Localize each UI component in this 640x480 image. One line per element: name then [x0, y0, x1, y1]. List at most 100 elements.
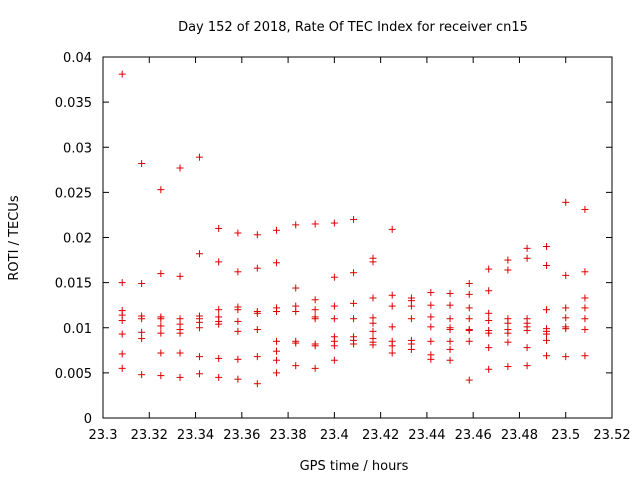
y-tick-label: 0.04: [63, 51, 92, 66]
data-point: [562, 353, 570, 361]
data-point: [369, 327, 377, 335]
data-point: [138, 159, 146, 167]
data-point: [330, 219, 338, 227]
data-point: [465, 326, 473, 334]
data-point: [311, 342, 319, 350]
data-point: [446, 345, 454, 353]
data-point: [273, 259, 281, 267]
x-tick-label: 23.42: [362, 428, 399, 443]
data-point: [273, 347, 281, 355]
data-point: [427, 289, 435, 297]
data-point: [138, 371, 146, 379]
data-point: [195, 250, 203, 258]
data-point: [504, 256, 512, 264]
data-points: [118, 70, 589, 388]
data-point: [330, 302, 338, 310]
data-point: [504, 338, 512, 346]
x-axis-label: GPS time / hours: [300, 459, 409, 474]
data-point: [215, 320, 223, 328]
data-point: [369, 319, 377, 327]
axis-ticks: 23.3 23.32 23.34 23.36 23.38 23.4 23.42 23.44 23…: [55, 51, 631, 443]
data-point: [138, 280, 146, 288]
data-point: [581, 352, 589, 360]
x-tick-label: 23.52: [593, 428, 630, 443]
data-point: [215, 224, 223, 232]
data-point: [215, 306, 223, 314]
y-axis-label: ROTI / TECUs: [7, 195, 22, 280]
data-point: [465, 304, 473, 312]
data-point: [292, 362, 300, 370]
data-point: [407, 345, 415, 353]
data-point: [388, 291, 396, 299]
data-point: [195, 353, 203, 361]
data-point: [292, 308, 300, 316]
data-point: [253, 264, 261, 272]
data-point: [350, 215, 358, 223]
data-point: [195, 153, 203, 161]
data-point: [465, 376, 473, 384]
data-point: [485, 265, 493, 273]
chart-title: Day 152 of 2018, Rate Of TEC Index for r…: [178, 20, 528, 35]
data-point: [369, 258, 377, 266]
data-point: [581, 315, 589, 323]
data-point: [234, 327, 242, 335]
data-point: [234, 268, 242, 276]
data-point: [485, 287, 493, 295]
data-point: [176, 349, 184, 357]
data-point: [543, 261, 551, 269]
data-point: [330, 315, 338, 323]
y-tick-label: 0.03: [63, 141, 92, 156]
data-point: [234, 375, 242, 383]
data-point: [311, 220, 319, 228]
data-point: [138, 335, 146, 343]
data-point: [581, 326, 589, 334]
data-point: [427, 313, 435, 321]
data-point: [215, 373, 223, 381]
data-point: [157, 372, 165, 380]
data-point: [273, 226, 281, 234]
data-point: [311, 296, 319, 304]
data-point: [504, 329, 512, 337]
data-point: [311, 364, 319, 372]
plot-frame: [102, 56, 613, 419]
x-tick-label: 23.4: [320, 428, 349, 443]
data-point: [485, 317, 493, 325]
data-point: [215, 258, 223, 266]
data-point: [427, 301, 435, 309]
data-point: [350, 340, 358, 348]
data-point: [234, 306, 242, 314]
x-tick-label: 23.5: [551, 428, 580, 443]
data-point: [523, 254, 531, 262]
data-point: [253, 380, 261, 388]
data-point: [176, 164, 184, 172]
data-point: [118, 317, 126, 325]
data-point: [485, 365, 493, 373]
data-point: [465, 315, 473, 323]
x-tick-label: 23.34: [177, 428, 214, 443]
data-point: [176, 272, 184, 280]
data-point: [427, 337, 435, 345]
data-point: [543, 330, 551, 338]
data-point: [176, 329, 184, 337]
data-point: [465, 280, 473, 288]
data-point: [138, 328, 146, 336]
data-point: [562, 325, 570, 333]
data-point: [543, 336, 551, 344]
data-point: [427, 355, 435, 363]
y-tick-label: 0.01: [63, 322, 92, 337]
data-point: [388, 349, 396, 357]
data-point: [311, 306, 319, 314]
data-point: [388, 225, 396, 233]
data-point: [273, 356, 281, 364]
data-point: [157, 270, 165, 278]
data-point: [523, 344, 531, 352]
data-point: [234, 229, 242, 237]
y-tick-label: 0.035: [55, 96, 92, 111]
data-point: [523, 362, 531, 370]
data-point: [138, 315, 146, 323]
data-point: [446, 289, 454, 297]
data-point: [562, 271, 570, 279]
data-point: [388, 302, 396, 310]
y-tick-label: 0.02: [63, 232, 92, 247]
